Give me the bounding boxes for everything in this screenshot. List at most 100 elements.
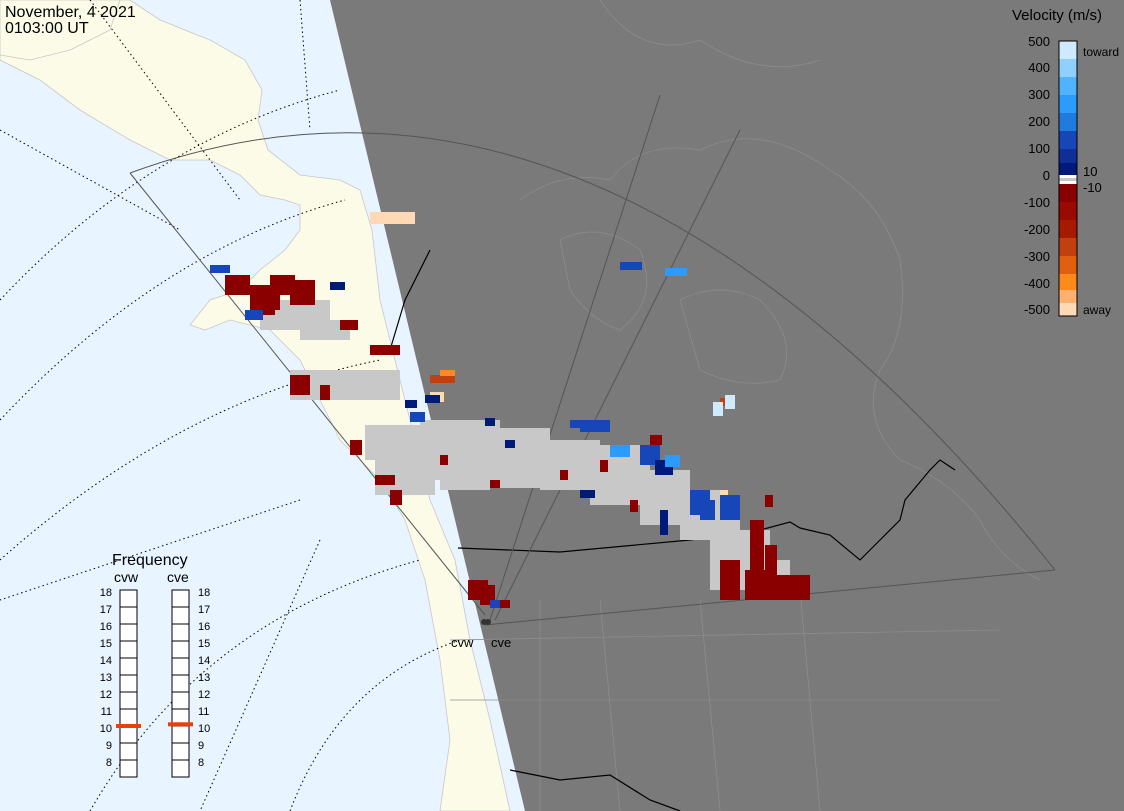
- frequency-west-label: cvw: [114, 569, 139, 585]
- echo-cell: [485, 418, 495, 426]
- colorbar-swatch: [1059, 77, 1077, 95]
- echo-cell: [610, 445, 630, 457]
- echo-cell: [425, 395, 440, 403]
- frequency-tick-west: 18: [100, 587, 112, 599]
- frequency-tick-west: 14: [100, 655, 112, 667]
- frequency-cell: [171, 674, 190, 693]
- colorbar-tick-label: 10: [1083, 164, 1097, 179]
- frequency-title: Frequency: [112, 552, 188, 569]
- colorbar-swatch: [1059, 41, 1077, 59]
- frequency-tick-west: 8: [106, 757, 112, 769]
- echo-cell: [700, 500, 715, 520]
- echo-cell: [770, 575, 810, 600]
- echo-cell: [720, 560, 740, 600]
- colorbar-tick-label: -400: [1024, 276, 1050, 291]
- frequency-cell: [171, 589, 190, 608]
- colorbar-swatch: [1059, 95, 1077, 113]
- echo-cell: [350, 440, 362, 455]
- echo-cell: [500, 600, 510, 608]
- echo-cell: [245, 310, 263, 320]
- echo-cell: [650, 435, 662, 445]
- echo-cell: [480, 428, 550, 488]
- frequency-cell: [119, 691, 138, 710]
- echo-cell: [720, 495, 740, 520]
- echo-cell: [290, 280, 315, 305]
- echo-cell: [720, 490, 728, 498]
- frequency-cell: [171, 725, 190, 744]
- frequency-tick-east: 18: [198, 587, 210, 599]
- station-marker-cve: [485, 619, 491, 625]
- frequency-cell: [119, 674, 138, 693]
- echo-cell: [290, 375, 310, 395]
- frequency-tick-east: 15: [198, 638, 210, 650]
- velocity-colorbar: Velocity (m/s) 500400300200100100-10-100…: [1012, 7, 1119, 317]
- frequency-cell: [171, 606, 190, 625]
- colorbar-tick-label: 500: [1028, 34, 1050, 49]
- echo-cell: [490, 480, 500, 488]
- frequency-cell: [171, 623, 190, 642]
- frequency-tick-west: 17: [100, 604, 112, 616]
- echo-cell: [580, 490, 595, 498]
- echo-cell: [375, 475, 395, 485]
- frequency-cell: [171, 759, 190, 778]
- colorbar-swatch: [1059, 113, 1077, 131]
- echo-cell: [505, 440, 515, 448]
- echo-cell: [440, 370, 455, 376]
- echo-cell: [440, 470, 490, 490]
- frequency-tick-east: 13: [198, 672, 210, 684]
- colorbar-swatch: [1059, 303, 1077, 316]
- echo-cell: [600, 460, 608, 472]
- colorbar-tick-labels: 500400300200100100-10-100-200-300-400-50…: [1024, 34, 1102, 317]
- echo-cell: [630, 500, 638, 512]
- echo-cell: [405, 400, 417, 408]
- colorbar-swatch: [1059, 175, 1077, 178]
- frequency-tick-west: 13: [100, 672, 112, 684]
- day-land: [0, 0, 511, 811]
- colorbar-swatch: [1059, 220, 1077, 238]
- frequency-tick-west: 11: [101, 706, 112, 718]
- colorbar-swatch: [1059, 274, 1077, 290]
- echo-cell: [665, 268, 687, 276]
- station-label-east: cve: [491, 635, 511, 650]
- frequency-tick-east: 11: [198, 706, 209, 718]
- echo-cell: [725, 395, 735, 409]
- echo-cell: [580, 420, 610, 432]
- frequency-bar-east: [168, 589, 193, 778]
- colorbar-frame: [1058, 40, 1078, 317]
- colorbar-swatch: [1059, 202, 1077, 220]
- echo-cell: [490, 600, 500, 608]
- colorbar-tick-label: 0: [1043, 168, 1050, 183]
- frequency-panel: Frequency cvw cve 18 18 17 17 16 16 15 15 14 14 13…: [100, 552, 210, 778]
- colorbar-swatch: [1059, 184, 1077, 202]
- echo-cell: [570, 420, 585, 428]
- echo-cell: [620, 262, 642, 270]
- frequency-cell: [171, 657, 190, 676]
- frequency-bar-west: [116, 589, 141, 778]
- echo-cell: [370, 345, 400, 355]
- echo-cell: [440, 455, 448, 465]
- frequency-cell: [171, 691, 190, 710]
- colorbar-tick-label: -10: [1083, 180, 1102, 195]
- colorbar-swatch: [1059, 149, 1077, 163]
- radar-echoes: [210, 212, 810, 608]
- frequency-tick-east: 14: [198, 655, 210, 667]
- frequency-tick-east: 17: [198, 604, 210, 616]
- colorbar-tick-label: 200: [1028, 114, 1050, 129]
- echo-cell: [225, 275, 250, 295]
- date-label: November, 4 2021: [5, 4, 136, 21]
- frequency-cell: [119, 725, 138, 744]
- colorbar-swatch: [1059, 131, 1077, 149]
- frequency-tick-west: 10: [100, 723, 112, 735]
- frequency-cell: [119, 623, 138, 642]
- echo-cell: [340, 320, 358, 330]
- echo-cell: [270, 275, 295, 295]
- frequency-cell: [119, 708, 138, 727]
- echo-cell: [390, 490, 402, 505]
- station-label-west: cvw: [451, 635, 474, 650]
- colorbar-swatch: [1059, 59, 1077, 77]
- colorbar-tick-label: -500: [1024, 302, 1050, 317]
- echo-cell: [430, 375, 455, 383]
- frequency-cell: [119, 640, 138, 659]
